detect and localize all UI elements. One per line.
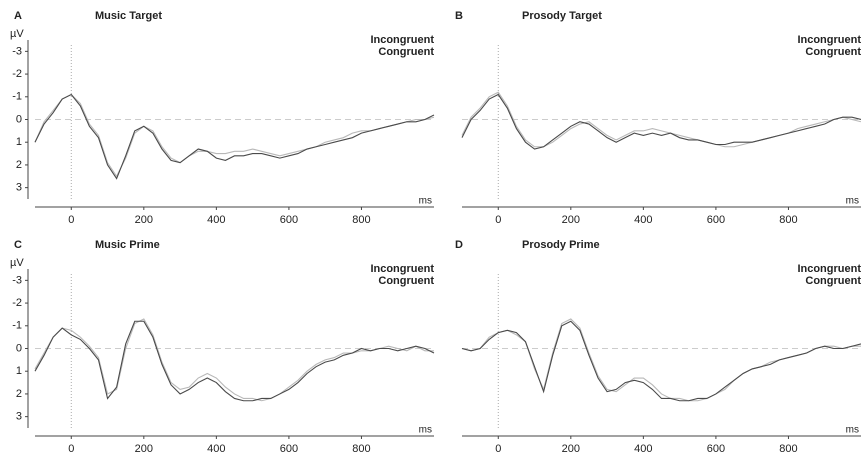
panel-title: Prosody Prime xyxy=(522,239,600,251)
panel-label: D xyxy=(455,239,463,251)
y-tick-label: -1 xyxy=(12,320,22,332)
x-tick-label: 0 xyxy=(68,443,74,455)
y-tick-label: -1 xyxy=(12,91,22,103)
x-tick-label: 800 xyxy=(779,214,797,226)
legend-entry: Incongruent xyxy=(370,34,434,46)
x-tick-label: 200 xyxy=(562,214,580,226)
erp-line xyxy=(461,91,861,148)
x-tick-label: 200 xyxy=(135,443,153,455)
legend-entry: Congruent xyxy=(805,46,861,58)
erp-line xyxy=(34,93,435,180)
x-axis-label: ms xyxy=(846,196,859,207)
x-tick-label: 800 xyxy=(352,214,370,226)
erp-line xyxy=(34,93,435,178)
y-tick-label: 0 xyxy=(16,342,22,354)
y-tick-label: -2 xyxy=(12,297,22,309)
y-axis-label: µV xyxy=(10,28,24,40)
y-tick-label: -2 xyxy=(12,68,22,80)
y-tick-label: 1 xyxy=(16,136,22,148)
panel-title: Prosody Target xyxy=(522,10,602,22)
legend-entry: Congruent xyxy=(805,275,861,287)
y-tick-label: 2 xyxy=(16,159,22,171)
x-axis-label: ms xyxy=(419,196,432,207)
y-axis-label: µV xyxy=(10,257,24,269)
x-tick-label: 600 xyxy=(280,443,298,455)
x-tick-label: 0 xyxy=(495,214,501,226)
panel-title: Music Prime xyxy=(95,239,160,251)
y-tick-label: -3 xyxy=(12,45,22,57)
panel-label: A xyxy=(14,10,22,22)
x-tick-label: 400 xyxy=(634,214,652,226)
x-tick-label: 800 xyxy=(779,443,797,455)
x-tick-label: 800 xyxy=(352,443,370,455)
panel-title: Music Target xyxy=(95,10,162,22)
x-tick-label: 0 xyxy=(68,214,74,226)
y-tick-label: 2 xyxy=(16,388,22,400)
x-tick-label: 600 xyxy=(707,443,725,455)
y-tick-label: 0 xyxy=(16,113,22,125)
y-tick-label: 3 xyxy=(16,182,22,194)
erp-line xyxy=(34,318,434,402)
legend-entry: Incongruent xyxy=(797,34,861,46)
y-tick-label: 3 xyxy=(16,411,22,423)
x-axis-label: ms xyxy=(419,425,432,436)
panel-label: C xyxy=(14,239,22,251)
x-tick-label: 400 xyxy=(207,443,225,455)
x-axis-label: ms xyxy=(846,425,859,436)
x-tick-label: 0 xyxy=(495,443,501,455)
x-tick-label: 400 xyxy=(207,214,225,226)
legend-entry: Congruent xyxy=(378,275,434,287)
legend-entry: Incongruent xyxy=(797,263,861,275)
legend-entry: Congruent xyxy=(378,46,434,58)
erp-line xyxy=(461,318,861,402)
x-tick-label: 600 xyxy=(280,214,298,226)
x-tick-label: 600 xyxy=(707,214,725,226)
y-tick-label: 1 xyxy=(16,365,22,377)
erp-line xyxy=(461,320,861,402)
y-tick-label: -3 xyxy=(12,274,22,286)
legend-entry: Incongruent xyxy=(370,263,434,275)
erp-line xyxy=(461,93,861,150)
x-tick-label: 200 xyxy=(135,214,153,226)
x-tick-label: 200 xyxy=(562,443,580,455)
x-tick-label: 400 xyxy=(634,443,652,455)
panel-label: B xyxy=(455,10,463,22)
erp-line xyxy=(34,320,435,402)
